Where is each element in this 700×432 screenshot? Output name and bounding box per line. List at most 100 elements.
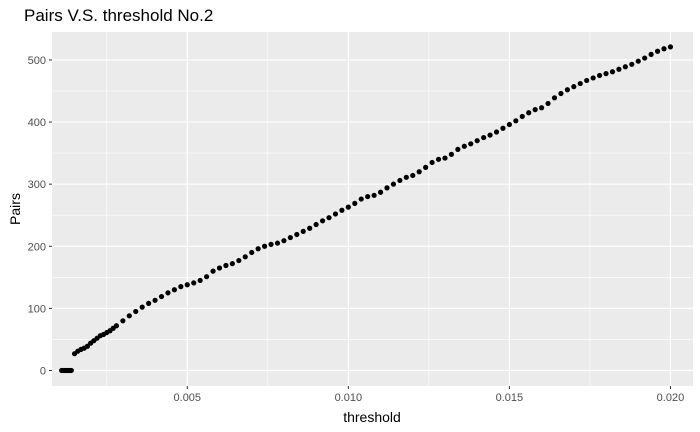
data-point [442, 155, 448, 161]
data-point [261, 243, 268, 249]
data-point [339, 207, 345, 213]
data-point [319, 218, 326, 224]
data-point [326, 215, 332, 221]
data-point [68, 367, 74, 374]
data-point [423, 164, 429, 170]
y-axis: 0 100 200 300 400 500 [28, 55, 52, 377]
data-point [210, 268, 216, 274]
x-tick-label: 0.005 [174, 392, 202, 404]
data-point [300, 228, 306, 234]
data-point [216, 265, 223, 271]
data-point [648, 51, 654, 57]
data-point [332, 211, 339, 217]
major-gridlines [52, 32, 693, 386]
x-axis: 0.005 0.010 0.015 0.020 [174, 386, 685, 404]
data-point [403, 174, 409, 180]
data-point [539, 105, 545, 111]
data-point [178, 284, 184, 290]
y-tick-label: 300 [28, 179, 46, 191]
data-point [571, 84, 577, 90]
y-tick-label: 400 [28, 117, 46, 129]
data-point [384, 185, 390, 191]
x-tick-label: 0.015 [496, 392, 524, 404]
data-point [126, 313, 132, 319]
data-point [603, 71, 609, 77]
data-point [551, 95, 558, 101]
data-point [165, 290, 171, 296]
data-point [564, 87, 570, 93]
data-point [558, 90, 564, 97]
data-point [365, 193, 371, 200]
data-point [513, 118, 519, 124]
x-tick-label: 0.020 [657, 392, 685, 404]
data-point [590, 75, 596, 81]
data-point [429, 159, 435, 166]
data-point [526, 110, 532, 116]
data-point [609, 69, 616, 75]
data-point [274, 240, 281, 246]
data-point [468, 141, 474, 147]
x-axis-title: threshold [343, 409, 401, 425]
y-tick-label: 100 [28, 303, 46, 315]
data-point [313, 221, 319, 228]
data-point [461, 143, 467, 149]
data-point [229, 261, 235, 267]
data-point [287, 234, 293, 241]
data-point [584, 77, 590, 84]
data-point [249, 249, 255, 256]
data-point [481, 134, 487, 141]
data-point [654, 48, 661, 54]
data-point [661, 46, 667, 52]
y-tick-label: 0 [40, 365, 46, 377]
data-point [255, 246, 261, 252]
data-point [448, 151, 455, 157]
minor-gridlines [52, 32, 693, 386]
data-point [390, 181, 397, 187]
y-tick-label: 500 [28, 55, 46, 67]
data-point [500, 125, 506, 131]
data-point [474, 138, 480, 144]
data-point [223, 262, 229, 269]
data-point [358, 196, 364, 202]
data-point [113, 323, 120, 329]
x-tick-label: 0.010 [335, 392, 363, 404]
data-point [435, 156, 442, 162]
data-point [519, 113, 525, 120]
data-point [377, 189, 384, 195]
data-point [133, 308, 139, 315]
data-point [242, 254, 248, 260]
data-point [629, 61, 635, 67]
data-point [345, 204, 351, 210]
data-point [352, 200, 358, 207]
data-points [59, 44, 674, 374]
data-point [307, 225, 313, 231]
y-axis-title: Pairs [7, 193, 23, 225]
y-tick-label: 200 [28, 241, 46, 253]
data-point [616, 66, 622, 72]
data-point [84, 343, 91, 349]
data-point [197, 277, 203, 284]
plot-panel [52, 32, 693, 386]
data-point [236, 257, 242, 264]
data-point [268, 241, 274, 247]
data-point [532, 107, 538, 113]
data-point [191, 280, 197, 286]
data-point [545, 100, 551, 107]
data-point [184, 282, 190, 288]
data-point [139, 304, 145, 310]
data-point [577, 80, 583, 87]
data-point [487, 132, 493, 138]
data-point [416, 169, 422, 175]
data-point [410, 172, 416, 179]
data-point [642, 55, 648, 61]
chart-title: Pairs V.S. threshold No.2 [24, 6, 213, 25]
data-point [455, 146, 461, 152]
data-point [158, 293, 165, 300]
data-point [596, 72, 603, 79]
data-point [120, 318, 126, 324]
data-point [371, 192, 377, 198]
data-point [152, 297, 158, 303]
data-point [146, 300, 152, 306]
data-point [667, 44, 674, 50]
